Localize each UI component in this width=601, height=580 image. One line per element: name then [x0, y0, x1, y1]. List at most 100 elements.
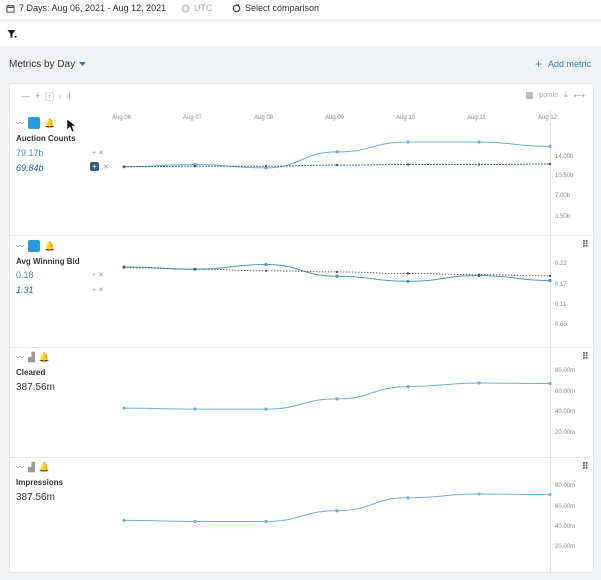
y-axis-divider — [550, 110, 551, 572]
data-point — [193, 165, 197, 168]
add-series-icon[interactable]: + ✕ — [92, 150, 104, 157]
panel-view-icons: 〰 ▟ 🔔 — [16, 352, 50, 363]
metric-name: Impressions — [16, 478, 64, 487]
alert-bell-icon[interactable]: 🔔 — [38, 352, 51, 362]
y-tick-label: 60.00m — [555, 504, 576, 510]
comparison-selector[interactable]: Select comparison — [232, 3, 319, 13]
metric-value-primary: 387.56m — [16, 492, 55, 503]
data-point — [406, 496, 410, 500]
metric-value-primary: 79.17b — [16, 148, 44, 158]
add-series-button[interactable]: + — [90, 162, 99, 171]
data-point — [122, 266, 126, 269]
line-chart-icon[interactable]: 〰 — [16, 118, 24, 128]
data-point — [548, 381, 552, 386]
data-point — [335, 163, 339, 167]
y-tick-label: 40.00m — [555, 409, 576, 415]
line-chart-icon[interactable]: 〰 — [16, 353, 24, 362]
series-actions-icon[interactable]: + ✕ — [92, 272, 104, 279]
timezone-label: UTC — [194, 3, 213, 13]
expand-width-icon[interactable]: ⟷ — [573, 90, 585, 100]
bar-chart-icon[interactable] — [28, 117, 40, 129]
data-point — [335, 150, 339, 154]
zoom-in-icon[interactable]: + — [35, 91, 41, 101]
panel-menu-icon[interactable]: ⠿ — [582, 351, 589, 361]
y-tick-label: 80.00m — [555, 368, 576, 374]
panel-view-icons: 〰 ▟ 🔔 — [16, 462, 50, 473]
date-tick-label: Aug 12 — [538, 115, 558, 121]
mouse-cursor-icon — [67, 119, 77, 133]
panel-cleared: ⠿ 〰 ▟ 🔔 Cleared 387.56m 80.00m 60.00m 40.0… — [10, 347, 593, 458]
series-actions-icon[interactable]: + ✕ — [92, 287, 104, 294]
compare-icon — [232, 3, 241, 12]
top-bar: 7 Days: Aug 06, 2021 - Aug 12, 2021 UTC … — [0, 0, 601, 19]
panel-view-icons: 〰 🔔 — [16, 117, 55, 129]
alert-bell-icon[interactable]: 🔔 — [44, 117, 56, 128]
metric-value-primary: 387.56m — [16, 382, 55, 393]
plus-icon: + — [534, 57, 542, 71]
data-point — [477, 163, 481, 166]
y-tick-label: 3.50b — [555, 214, 571, 220]
data-point — [548, 278, 552, 283]
metrics-card: — + ‹ › ›| points ⤓ ⟷ Aug 06 Aug 07 Aug 08… — [9, 83, 594, 573]
y-tick-label: 0.11 — [555, 302, 567, 308]
avg-winning-bid-chart — [122, 262, 552, 283]
download-icon[interactable]: ⤓ — [563, 90, 568, 99]
add-metric-button[interactable]: + Add metric — [534, 57, 591, 71]
data-point — [193, 519, 197, 524]
data-point — [335, 397, 339, 401]
data-point — [122, 406, 126, 410]
data-point — [193, 407, 197, 411]
remove-series-icon[interactable]: ✕ — [103, 164, 109, 171]
caret-down-icon — [79, 62, 87, 66]
panel-auction-counts: 〰 🔔 Auction Counts 79.17b 69.84b + ✕ + ✕… — [10, 111, 593, 235]
date-range-picker[interactable]: 7 Days: Aug 06, 2021 - Aug 12, 2021 — [6, 3, 166, 13]
scroll-right-icon[interactable]: › — [58, 91, 62, 101]
data-point — [477, 273, 481, 276]
line-chart-icon[interactable]: 〰 — [16, 241, 24, 251]
series-line — [123, 382, 551, 410]
data-point — [548, 162, 552, 166]
data-point — [406, 279, 410, 283]
data-point — [477, 492, 481, 496]
globe-icon — [181, 3, 190, 13]
panel-impressions: ⠿ 〰 ▟ 🔔 Impressions 387.56m 80.00m 60.00m… — [10, 457, 593, 573]
date-range-label: 7 Days: Aug 06, 2021 - Aug 12, 2021 — [19, 3, 167, 13]
zoom-out-icon[interactable]: — — [21, 91, 30, 101]
comparison-label: Select comparison — [245, 3, 320, 13]
y-tick-label: 80.00m — [555, 483, 576, 489]
cleared-chart — [122, 381, 552, 411]
data-point — [335, 509, 339, 513]
data-point — [193, 268, 197, 271]
y-tick-label: 0.06 — [555, 322, 567, 328]
y-tick-label: 7.00b — [555, 193, 571, 199]
timezone-selector[interactable]: UTC — [181, 3, 213, 13]
data-point — [406, 140, 410, 144]
line-chart-icon[interactable]: 〰 — [16, 463, 24, 472]
metric-value-secondary: 69.84b — [16, 163, 44, 173]
date-tick-label: Aug 10 — [396, 115, 416, 121]
filter-icon[interactable] — [7, 29, 17, 39]
scroll-left-icon[interactable]: ‹ — [45, 91, 54, 101]
data-point — [335, 274, 339, 278]
series-line — [123, 493, 551, 522]
bar-chart-icon[interactable]: ▟ — [28, 352, 35, 362]
bar-chart-icon[interactable]: ▟ — [28, 462, 35, 472]
jump-end-icon[interactable]: ›| — [66, 92, 71, 100]
points-label: points — [539, 91, 558, 99]
alert-bell-icon[interactable]: 🔔 — [38, 462, 51, 472]
metric-name: Cleared — [16, 368, 46, 377]
data-point — [548, 144, 552, 148]
panel-menu-icon[interactable]: ⠿ — [582, 461, 589, 471]
add-metric-label: Add metric — [547, 59, 591, 69]
panel-menu-icon[interactable]: ⠿ — [582, 239, 589, 249]
date-tick-label: Aug 08 — [254, 115, 274, 121]
bar-chart-icon[interactable] — [28, 240, 40, 252]
data-point — [264, 407, 268, 411]
data-point — [477, 140, 481, 144]
y-tick-label: 20.00m — [555, 544, 576, 550]
points-checkbox[interactable] — [526, 91, 534, 99]
alert-bell-icon[interactable]: 🔔 — [44, 240, 56, 251]
data-point — [122, 518, 126, 522]
metrics-view-dropdown[interactable]: Metrics by Day — [9, 59, 87, 70]
y-tick-label: 0.17 — [555, 282, 567, 288]
